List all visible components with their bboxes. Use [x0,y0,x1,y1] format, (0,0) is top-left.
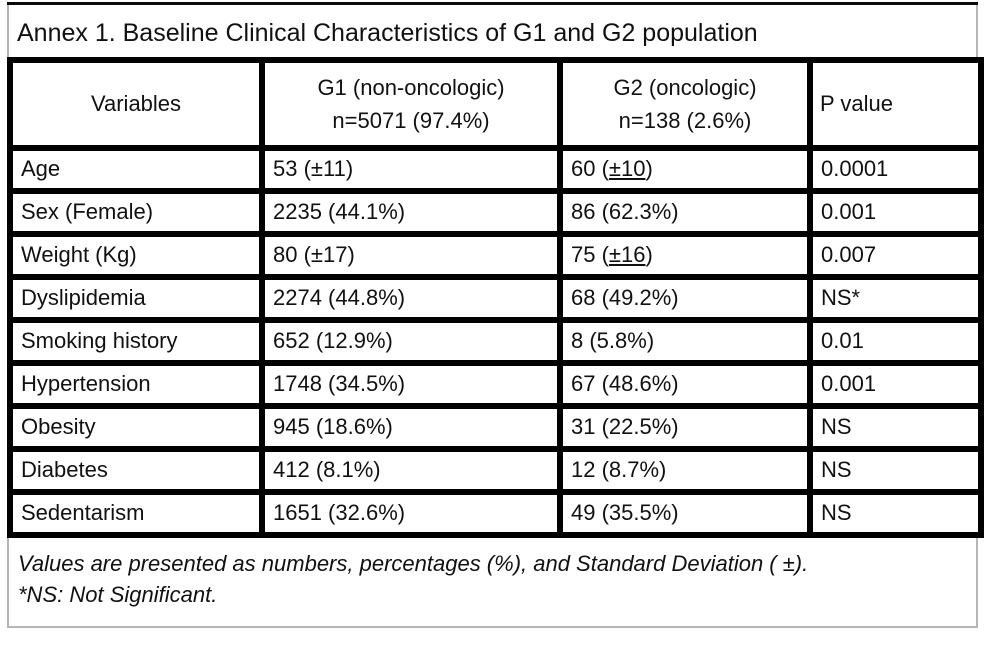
header-row: Variables G1 (non-oncologic) n=5071 (97.… [7,56,984,151]
cell-variable: Weight (Kg) [7,230,265,280]
cell-g1: 1748 (34.5%) [259,359,563,409]
cell-g2: 67 (48.6%) [557,359,813,409]
table-title: Annex 1. Baseline Clinical Characteristi… [7,5,978,57]
baseline-characteristics-table: Variables G1 (non-oncologic) n=5071 (97.… [7,56,984,538]
table-row-sex: Sex (Female) 2235 (44.1%) 86 (62.3%) 0.0… [7,187,984,237]
cell-g2: 49 (35.5%) [557,488,813,538]
cell-g2: 60 (±10) [557,144,813,194]
cell-pvalue: NS [807,445,984,495]
cell-variable: Sedentarism [7,488,265,538]
table-footnote: Values are presented as numbers, percent… [7,537,978,628]
cell-g2: 8 (5.8%) [557,316,813,366]
cell-pvalue: 0.007 [807,230,984,280]
cell-variable: Diabetes [7,445,265,495]
cell-variable: Sex (Female) [7,187,265,237]
g1-header-line1: G1 (non-oncologic) [317,74,505,100]
cell-g1: 412 (8.1%) [259,445,563,495]
cell-g1: 652 (12.9%) [259,316,563,366]
cell-g1: 1651 (32.6%) [259,488,563,538]
cell-variable: Age [7,144,265,194]
cell-variable: Smoking history [7,316,265,366]
g2-value-prefix: 60 ( [571,156,609,181]
g2-value-prefix: 75 ( [571,242,609,267]
table-row-dyslipidemia: Dyslipidemia 2274 (44.8%) 68 (49.2%) NS* [7,273,984,323]
cell-pvalue: NS* [807,273,984,323]
column-header-g2: G2 (oncologic) n=138 (2.6%) [557,56,813,151]
cell-pvalue: NS [807,402,984,452]
cell-variable: Dyslipidemia [7,273,265,323]
g2-value-suffix: ) [645,156,653,181]
cell-g1: 53 (±11) [259,144,563,194]
column-header-pvalue: P value [807,56,984,151]
footnote-line-values: Values are presented as numbers, percent… [18,550,809,576]
table-row-smoking: Smoking history 652 (12.9%) 8 (5.8%) 0.0… [7,316,984,366]
g2-header-line2: n=138 (2.6%) [618,107,752,133]
annex-table-sheet: Annex 1. Baseline Clinical Characteristi… [7,2,984,628]
cell-variable: Obesity [7,402,265,452]
cell-g1: 2274 (44.8%) [259,273,563,323]
cell-pvalue: 0.001 [807,359,984,409]
table-row-diabetes: Diabetes 412 (8.1%) 12 (8.7%) NS [7,445,984,495]
table-row-obesity: Obesity 945 (18.6%) 31 (22.5%) NS [7,402,984,452]
cell-g1: 945 (18.6%) [259,402,563,452]
cell-g2: 86 (62.3%) [557,187,813,237]
cell-g2: 31 (22.5%) [557,402,813,452]
footnote-line-ns: *NS: Not Significant. [18,581,218,607]
column-header-g1: G1 (non-oncologic) n=5071 (97.4%) [259,56,563,151]
table-row-sedentarism: Sedentarism 1651 (32.6%) 49 (35.5%) NS [7,488,984,538]
g2-value-suffix: ) [645,242,653,267]
g2-value-underlined: ±16 [608,242,646,267]
cell-pvalue: 0.0001 [807,144,984,194]
cell-g2: 75 (±16) [557,230,813,280]
table-row-hypertension: Hypertension 1748 (34.5%) 67 (48.6%) 0.0… [7,359,984,409]
variables-header-label: Variables [90,91,182,116]
g1-header-line2: n=5071 (97.4%) [332,107,490,133]
table-row-weight: Weight (Kg) 80 (±17) 75 (±16) 0.007 [7,230,984,280]
cell-pvalue: NS [807,488,984,538]
column-header-variables: Variables [7,56,265,151]
cell-g2: 12 (8.7%) [557,445,813,495]
cell-pvalue: 0.001 [807,187,984,237]
cell-pvalue: 0.01 [807,316,984,366]
table-row-age: Age 53 (±11) 60 (±10) 0.0001 [7,144,984,194]
g2-header-line1: G2 (oncologic) [613,74,757,100]
cell-g1: 2235 (44.1%) [259,187,563,237]
cell-g2: 68 (49.2%) [557,273,813,323]
cell-g1: 80 (±17) [259,230,563,280]
g2-value-underlined: ±10 [608,156,646,181]
cell-variable: Hypertension [7,359,265,409]
